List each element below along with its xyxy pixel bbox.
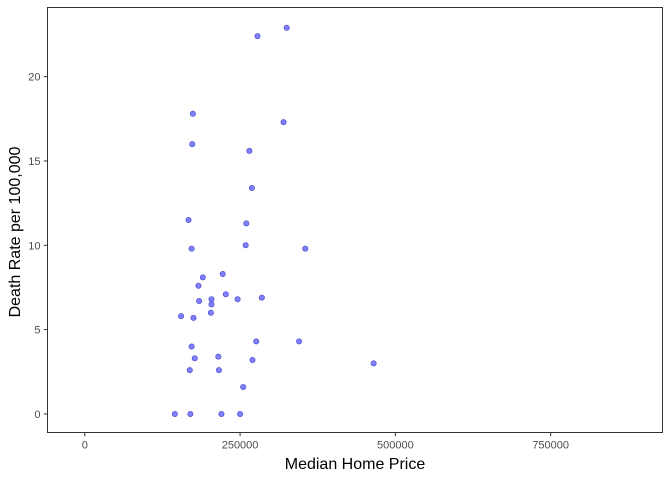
data-point [234,296,241,303]
y-tick-label: 15 [28,156,40,168]
data-points [171,24,377,417]
data-point [188,343,195,350]
data-point [190,314,197,321]
data-point [296,338,303,345]
data-point [196,297,203,304]
data-point [187,410,194,417]
y-tick-label: 10 [28,240,40,252]
y-axis-ticks: 0 5 10 15 20 [28,72,48,421]
data-point [215,367,222,374]
data-point [186,367,193,374]
data-point [207,309,214,316]
data-point [280,119,287,126]
data-point [219,270,226,277]
data-point [302,245,309,252]
data-point [243,220,250,227]
data-point [185,217,192,224]
data-point [208,301,215,308]
data-point [195,282,202,289]
data-point [199,274,206,281]
data-point [171,410,178,417]
data-point [237,410,244,417]
y-axis-title: Death Rate per 100,000 [7,147,24,318]
x-tick-label: 500000 [377,440,414,452]
data-point [189,141,196,148]
data-point [249,356,256,363]
data-point [189,110,196,117]
y-tick-label: 0 [34,409,40,421]
data-point [254,33,261,40]
plot-background [47,7,663,433]
data-point [242,242,249,249]
data-point [246,147,253,154]
data-point [188,245,195,252]
data-point [370,360,377,367]
data-point [253,338,260,345]
plot-panel-border [47,7,663,433]
x-tick-label: 0 [82,440,88,452]
x-tick-label: 250000 [222,440,259,452]
data-point [240,383,247,390]
data-point [208,296,215,303]
data-point [222,291,229,298]
data-point [248,184,255,191]
data-point [218,410,225,417]
x-axis-title: Median Home Price [285,456,426,473]
data-point [191,355,198,362]
y-tick-label: 5 [34,325,40,337]
data-point [258,294,265,301]
y-tick-label: 20 [28,72,40,84]
data-point [178,313,185,320]
data-point [215,353,222,360]
x-axis-ticks: 0 250000 500000 750000 [82,432,569,452]
x-tick-label: 750000 [532,440,569,452]
data-point [283,24,290,31]
